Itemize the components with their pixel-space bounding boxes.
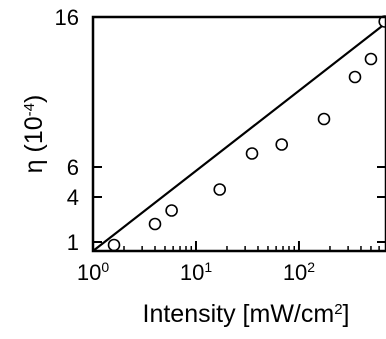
y-tick-label-4: 4 <box>67 185 79 210</box>
y-tick-label-16: 16 <box>55 5 79 30</box>
y-axis-title: η (10-4) <box>20 95 48 174</box>
x-axis-title-sup: 2 <box>334 301 342 318</box>
y-axis-title-text: η (10 <box>20 116 48 173</box>
y-tick-label-6: 6 <box>67 155 79 180</box>
x-tick-label-0: 100 <box>77 259 109 285</box>
x-axis-title-end: ] <box>343 300 350 328</box>
y-tick-label-1: 1 <box>67 230 79 255</box>
data-point-9 <box>364 52 378 66</box>
x-tick-label-1: 101 <box>180 259 212 285</box>
plot-marks <box>92 15 386 252</box>
x-axis: 100 101 102 <box>77 241 386 285</box>
data-point-3 <box>165 204 178 217</box>
fit-line <box>92 22 386 252</box>
plot-frame <box>91 15 386 253</box>
data-point-5 <box>245 147 259 160</box>
data-point-6 <box>275 138 289 151</box>
x-tick-label-2: 102 <box>283 259 315 285</box>
y-axis-title-end: ) <box>20 95 48 103</box>
y-axis: 1 4 6 16 <box>55 5 386 255</box>
x-axis-title: Intensity [mW/cm2] <box>143 300 350 328</box>
data-point-8 <box>348 70 362 84</box>
x-axis-title-text: Intensity [mW/cm <box>143 300 335 328</box>
data-point-2 <box>148 217 162 231</box>
data-point-1 <box>107 238 121 252</box>
y-axis-title-sup: -4 <box>21 103 38 116</box>
data-point-4 <box>213 183 227 196</box>
data-point-7 <box>317 112 331 126</box>
